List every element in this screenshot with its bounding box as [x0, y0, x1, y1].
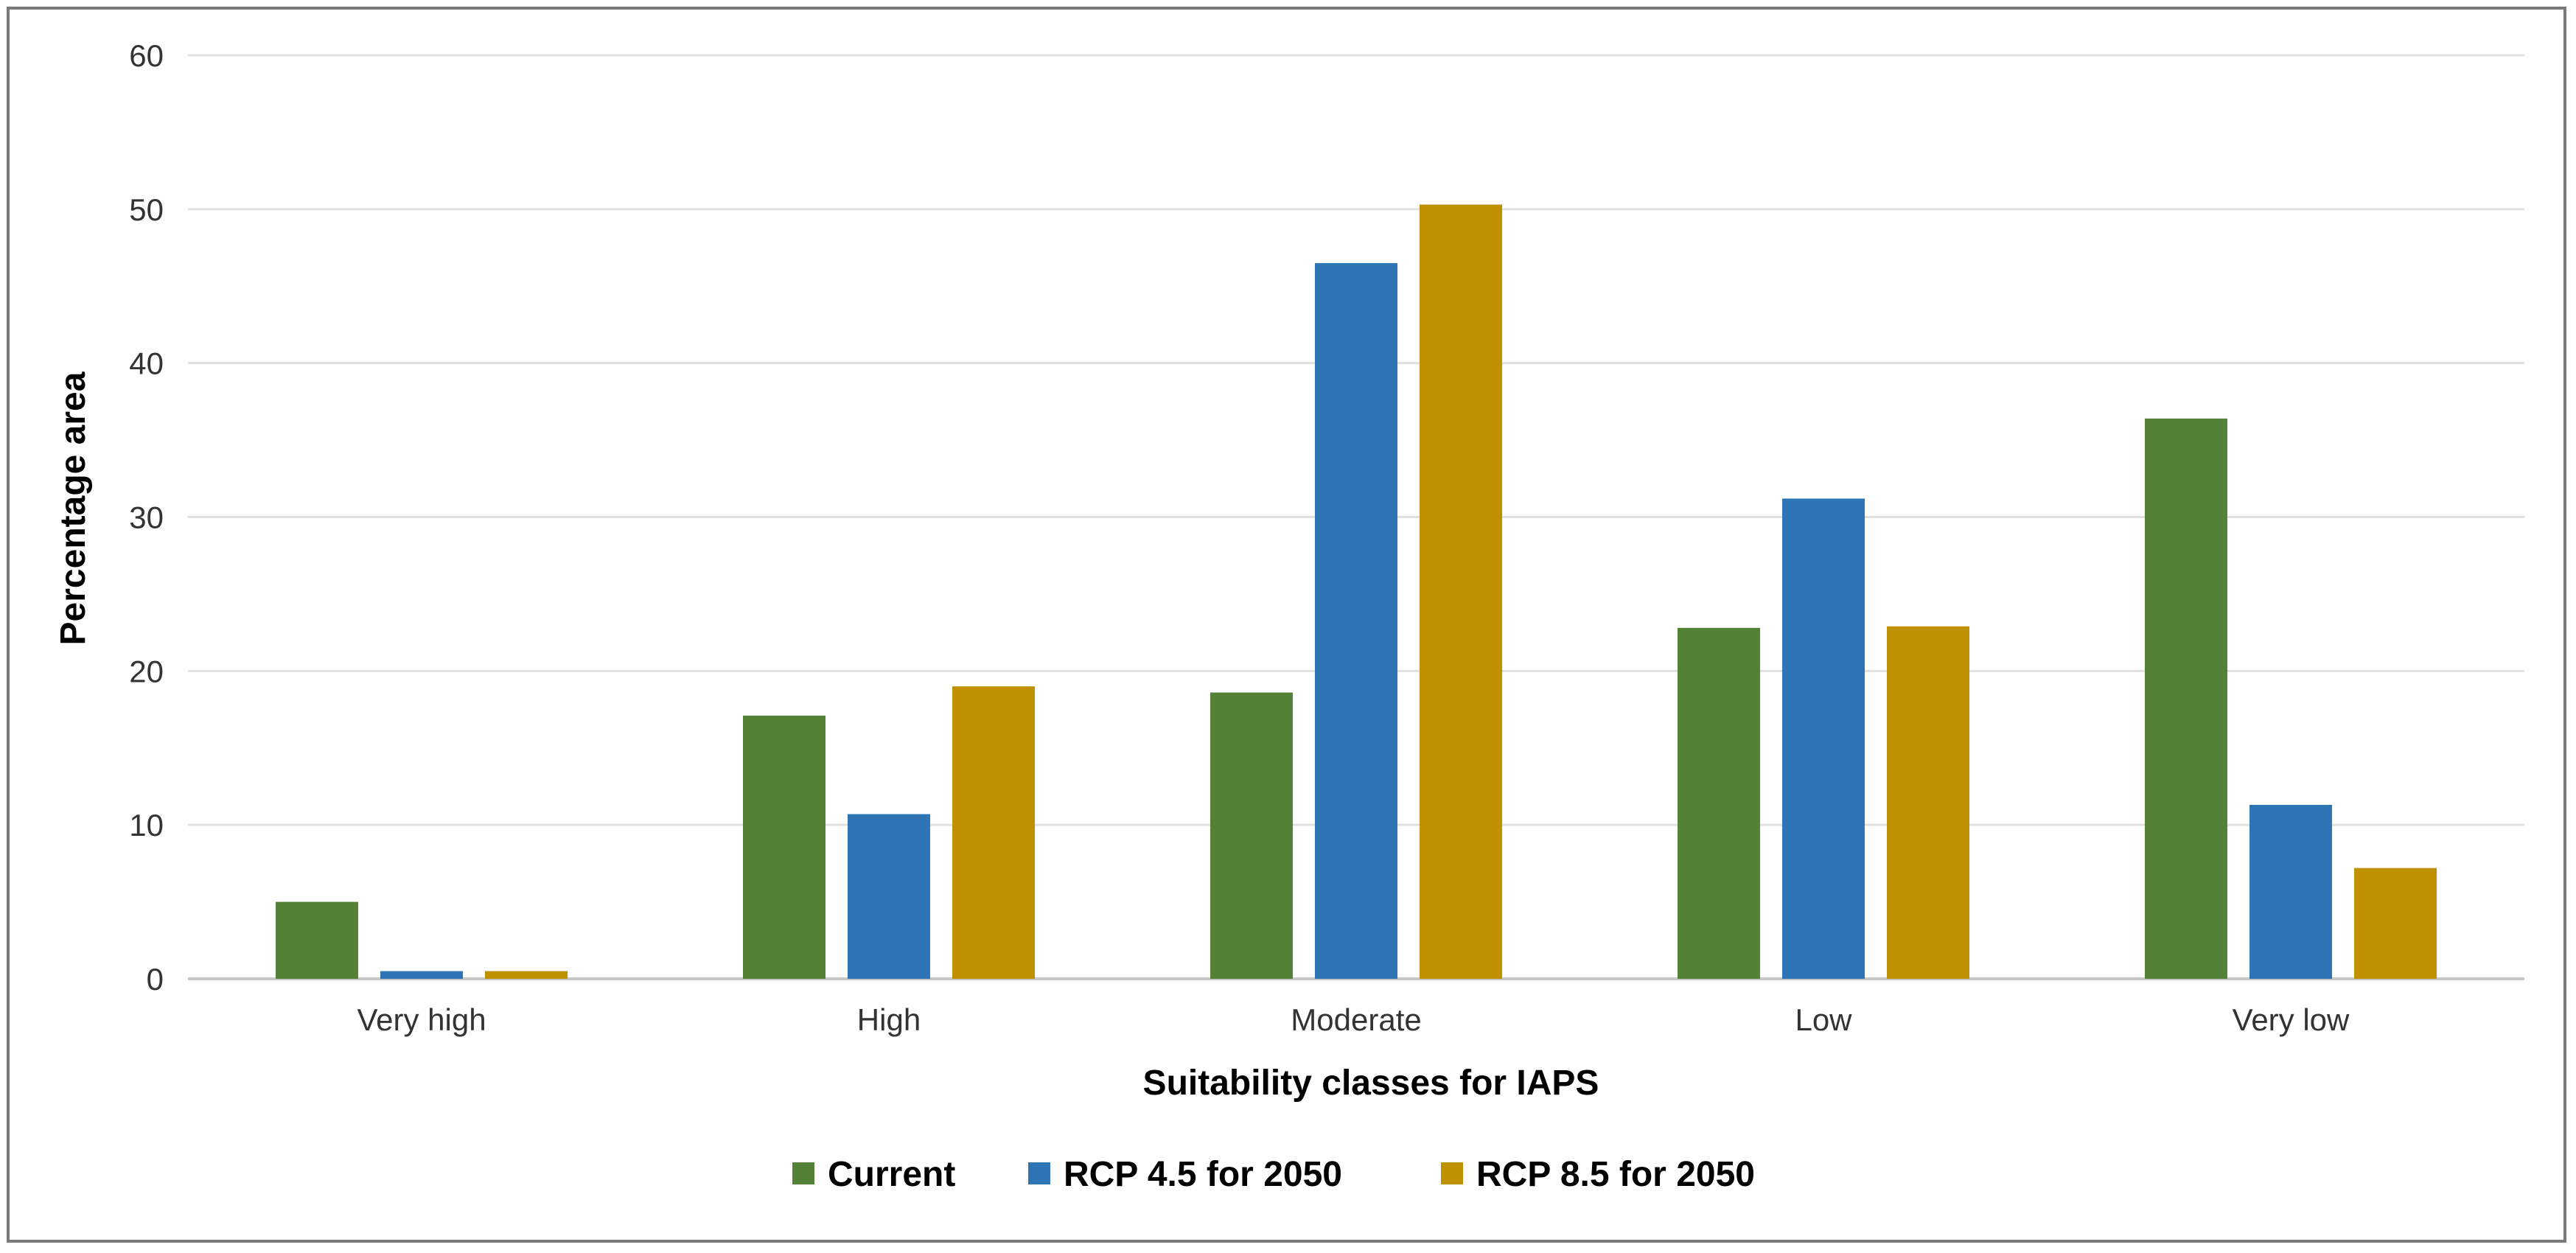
legend-label: RCP 8.5 for 2050	[1476, 1155, 1755, 1194]
y-tick-label: 60	[129, 38, 164, 73]
bar	[1210, 692, 1293, 979]
bar	[2145, 418, 2227, 979]
bar	[2249, 805, 2332, 979]
x-tick-label: Moderate	[1291, 1002, 1421, 1037]
bar	[848, 814, 930, 979]
y-tick-label: 20	[129, 654, 164, 688]
y-axis-title: Percentage area	[54, 371, 93, 645]
legend: Current RCP 4.5 for 2050 RCP 8.5 for 2050	[792, 1155, 1755, 1194]
bar	[485, 971, 568, 979]
x-axis-ticks: Very high High Moderate Low Very low	[357, 1002, 2350, 1037]
bar	[1887, 626, 1969, 979]
x-tick-label: Low	[1795, 1002, 1852, 1037]
bar	[2354, 868, 2437, 979]
y-tick-label: 30	[129, 500, 164, 535]
bar	[1678, 627, 1760, 979]
y-tick-label: 40	[129, 346, 164, 381]
y-tick-label: 10	[129, 808, 164, 842]
bar	[1420, 204, 1502, 979]
legend-swatch	[792, 1162, 814, 1184]
y-tick-label: 50	[129, 192, 164, 227]
bar	[276, 901, 358, 979]
legend-label: Current	[828, 1155, 955, 1194]
bar	[1315, 262, 1397, 979]
chart-frame	[7, 7, 2566, 1243]
bars	[276, 204, 2437, 979]
legend-label: RCP 4.5 for 2050	[1064, 1155, 1342, 1194]
x-tick-label: Very low	[2233, 1002, 2350, 1037]
x-axis-title: Suitability classes for IAPS	[1143, 1064, 1599, 1103]
bar	[1782, 498, 1865, 979]
legend-swatch	[1441, 1162, 1463, 1184]
bar	[743, 715, 825, 979]
y-axis-ticks: 0 10 20 30 40 50 60	[129, 38, 164, 997]
x-tick-label: Very high	[357, 1002, 486, 1037]
legend-swatch	[1028, 1162, 1050, 1184]
bar	[380, 971, 463, 979]
y-tick-label: 0	[147, 962, 164, 997]
x-tick-label: High	[857, 1002, 921, 1037]
bar	[952, 686, 1035, 979]
